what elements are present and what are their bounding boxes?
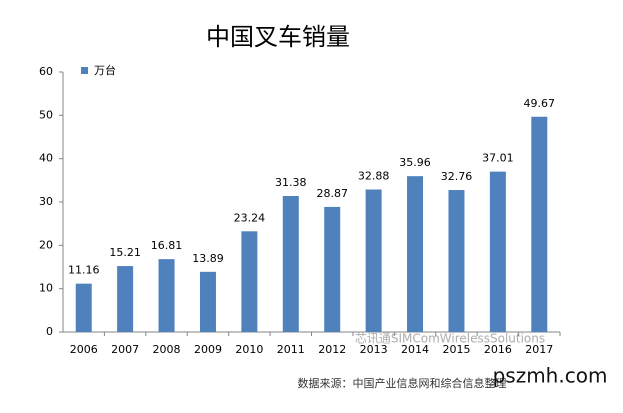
bar (75, 283, 92, 332)
y-tick-label: 40 (39, 152, 53, 165)
legend-label: 万台 (94, 63, 116, 77)
source-note: 数据来源：中国产业信息网和综合信息整理 (298, 376, 507, 390)
bar (324, 206, 341, 332)
site-label: pszmh.com (493, 364, 608, 388)
value-label: 16.81 (151, 239, 183, 252)
y-tick-label: 20 (39, 238, 53, 251)
x-tick-label: 2015 (442, 343, 470, 356)
bar (158, 259, 175, 332)
x-tick-label: 2009 (194, 343, 222, 356)
legend-swatch (81, 67, 88, 74)
x-tick-label: 2017 (525, 343, 553, 356)
y-tick-label: 50 (39, 108, 53, 121)
value-label: 15.21 (109, 246, 141, 259)
x-tick-label: 2008 (153, 343, 181, 356)
watermark: 芯讯通SIMComWirelessSolutions (355, 332, 545, 346)
chart-title: 中国叉车销量 (206, 23, 350, 51)
bar (282, 196, 299, 332)
bar (199, 271, 216, 332)
bar (448, 190, 465, 332)
bar (531, 116, 548, 332)
value-label: 49.67 (524, 97, 556, 110)
x-tick-label: 2010 (235, 343, 263, 356)
x-tick-label: 2016 (484, 343, 512, 356)
value-label: 32.76 (441, 170, 473, 183)
y-tick-label: 60 (39, 65, 53, 78)
y-tick-label: 10 (39, 282, 53, 295)
bar (407, 176, 424, 332)
value-label: 28.87 (316, 187, 348, 200)
value-label: 13.89 (192, 252, 224, 265)
value-label: 23.24 (234, 211, 266, 224)
value-label: 37.01 (482, 152, 514, 165)
x-tick-label: 2011 (277, 343, 305, 356)
value-label: 32.88 (358, 170, 390, 183)
value-label: 35.96 (399, 156, 431, 169)
x-tick-label: 2014 (401, 343, 429, 356)
bar (489, 171, 506, 332)
value-label: 11.16 (68, 264, 100, 277)
y-tick-label: 30 (39, 195, 53, 208)
bar (117, 266, 134, 332)
x-tick-label: 2012 (318, 343, 346, 356)
y-tick-label: 0 (46, 325, 53, 338)
bar (365, 189, 382, 332)
x-tick-label: 2006 (70, 343, 98, 356)
bar (241, 231, 258, 332)
x-tick-label: 2007 (111, 343, 139, 356)
x-tick-label: 2013 (360, 343, 388, 356)
value-label: 31.38 (275, 176, 307, 189)
